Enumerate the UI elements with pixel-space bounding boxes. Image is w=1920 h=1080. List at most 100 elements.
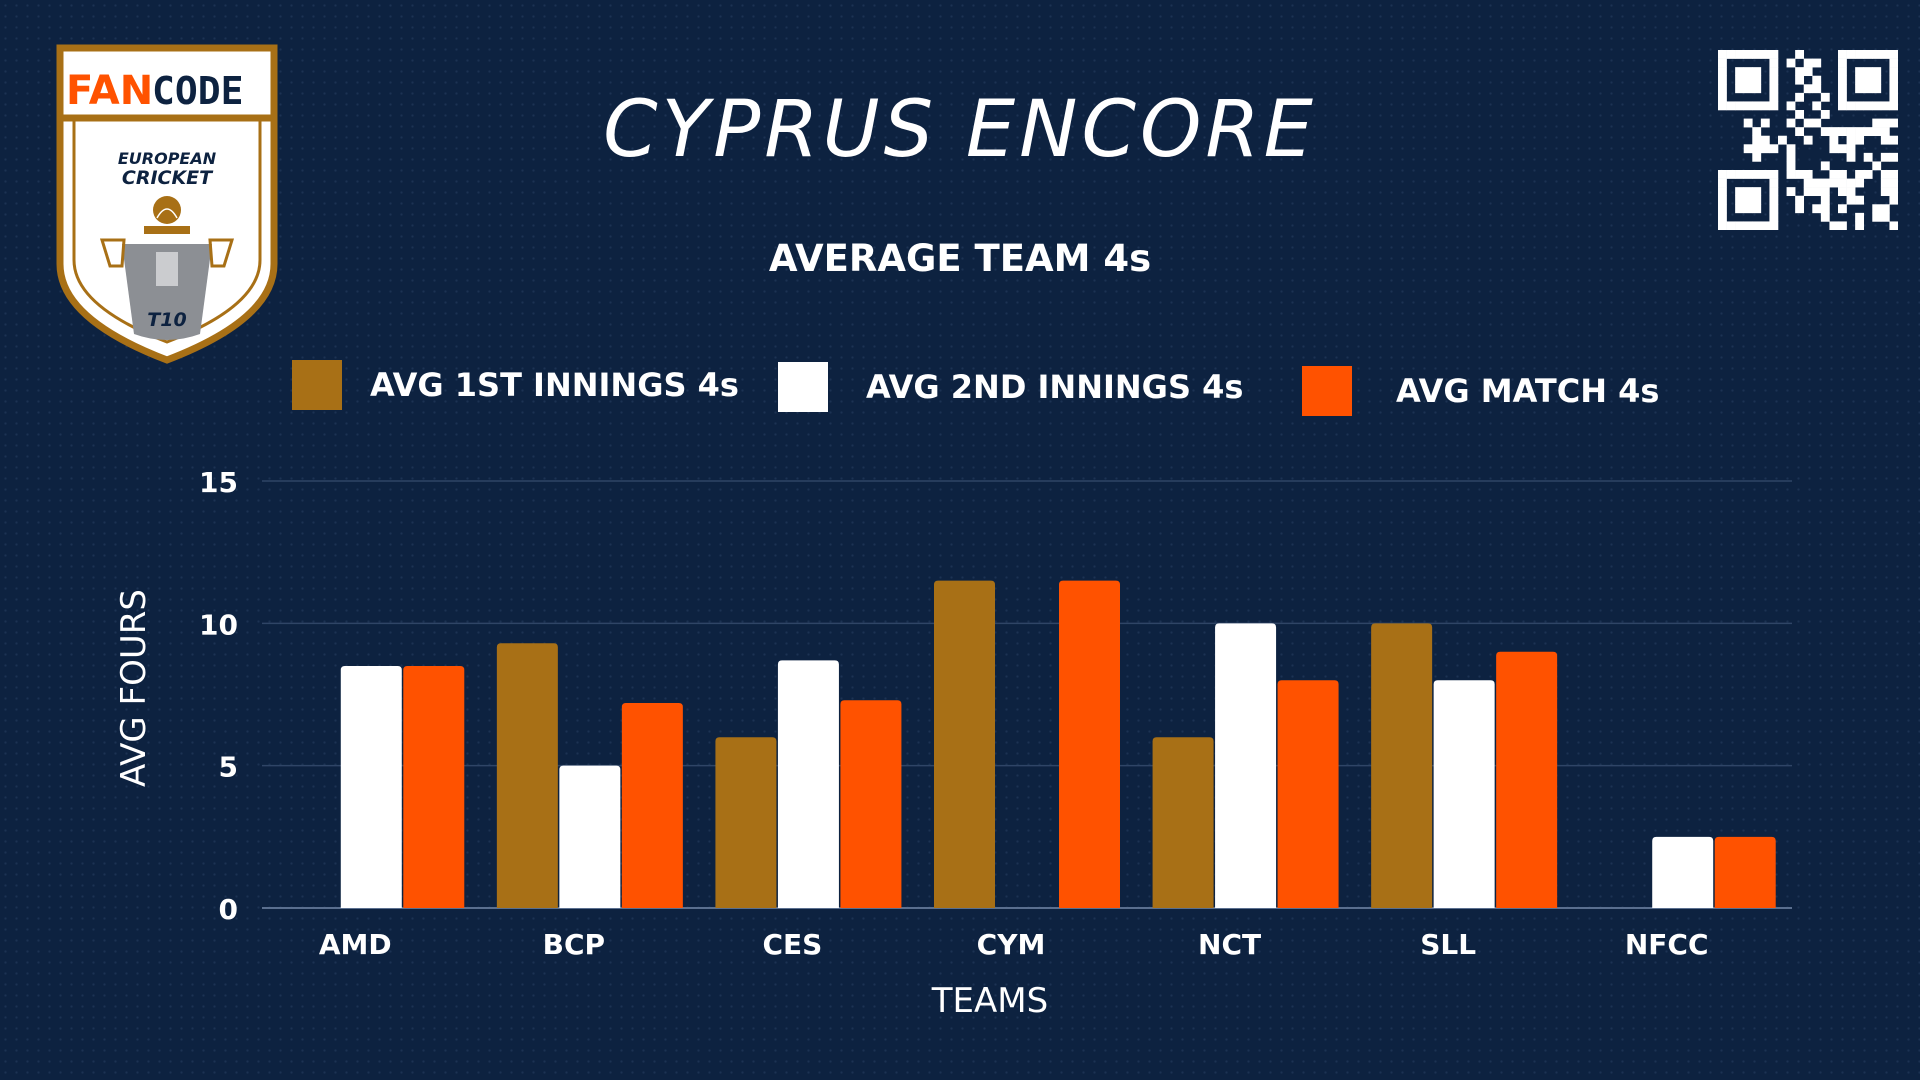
qr-cell [1880,212,1890,222]
x-axis-label: TEAMS [931,981,1048,1021]
qr-cell [1718,212,1727,222]
bar-nct-series-1 [1152,737,1214,908]
bar-cym-series-3 [1059,580,1120,908]
qr-cell [1735,204,1745,214]
qr-cell [1812,84,1822,94]
legend-swatch-second-innings [778,362,828,412]
qr-cell [1820,204,1830,214]
qr-cell [1786,170,1796,179]
qr-cell [1735,187,1745,197]
qr-cell [1838,187,1847,197]
qr-cell [1752,127,1762,137]
bar-sll-series-2 [1433,680,1495,908]
qr-cell [1889,58,1898,68]
logo-line2: CRICKET [122,167,214,189]
qr-cell [1718,195,1727,205]
qr-cell [1752,204,1762,214]
y-tick-label: 10 [199,608,238,641]
qr-cell [1769,170,1779,179]
qr-cell [1718,204,1727,214]
qr-cell [1743,101,1753,111]
qr-cell [1838,127,1847,137]
y-tick-label: 0 [219,893,238,926]
x-tick-label: SLL [1420,928,1476,961]
qr-cell [1735,75,1745,85]
legend-swatch-first-innings [292,360,342,410]
qr-cell [1838,178,1847,188]
bar-cym-series-1 [934,580,995,908]
x-tick-label: CYM [977,928,1046,961]
bar-ces-series-3 [840,700,902,908]
qr-cell [1803,67,1813,77]
qr-cell [1803,135,1813,145]
legend-label-match: AVG MATCH 4s [1396,372,1660,410]
qr-cell [1735,170,1745,179]
qr-cell [1752,101,1762,111]
qr-cell [1795,170,1805,179]
qr-cell [1795,110,1805,119]
qr-cell [1820,127,1830,137]
qr-cell [1718,101,1727,111]
x-tick-label: BCP [543,928,605,961]
qr-cell [1846,152,1856,162]
qr-cell [1718,187,1727,197]
bar-ces-series-1 [715,737,777,908]
legend-label-first-innings: AVG 1ST INNINGS 4s [370,366,739,404]
qr-cell [1735,195,1745,205]
bar-nct-series-2 [1215,623,1277,908]
qr-cell [1769,144,1779,154]
qr-cell [1752,50,1762,59]
qr-cell [1718,67,1727,77]
qr-cell [1880,152,1890,162]
qr-cell [1872,161,1882,171]
qr-cell [1880,187,1890,197]
qr-cell [1889,118,1898,128]
qr-cell [1838,67,1847,77]
qr-cell [1889,75,1898,85]
qr-cell [1838,101,1847,111]
qr-cell [1769,187,1779,197]
qr-cell [1880,118,1890,128]
qr-cell [1829,178,1839,188]
qr-cell [1743,84,1753,94]
legend-item-first-innings: AVG 1ST INNINGS 4s [292,360,739,410]
qr-cell [1872,204,1882,214]
qr-cell [1752,195,1762,205]
qr-cell [1752,221,1762,230]
qr-cell [1880,204,1890,214]
qr-cell [1743,144,1753,154]
qr-cell [1863,101,1873,111]
qr-cell [1838,58,1847,68]
qr-cell [1769,101,1779,111]
qr-cell [1872,50,1882,59]
qr-cell [1803,118,1813,128]
qr-cell [1718,75,1727,85]
qr-cell [1880,127,1890,137]
qr-cell [1855,178,1865,188]
qr-cell [1889,84,1898,94]
qr-cell [1838,204,1847,214]
qr-cell [1718,58,1727,68]
qr-cell [1752,170,1762,179]
qr-cell [1872,118,1882,128]
qr-cell [1838,144,1847,154]
qr-cell [1846,195,1856,205]
qr-cell [1855,67,1865,77]
qr-cell [1863,67,1873,77]
legend-label-second-innings: AVG 2ND INNINGS 4s [866,368,1244,406]
qr-cell [1820,212,1830,222]
qr-cell [1769,67,1779,77]
qr-cell [1795,127,1805,137]
x-tick-label: NCT [1198,928,1261,961]
qr-cell [1795,50,1805,59]
qr-code-icon [1718,50,1898,230]
qr-cell [1803,170,1813,179]
qr-cell [1829,221,1839,230]
qr-cell [1846,101,1856,111]
qr-cell [1812,204,1822,214]
qr-cell [1786,118,1796,128]
qr-cell [1786,152,1796,162]
qr-cell [1718,92,1727,102]
qr-cell [1743,204,1753,214]
